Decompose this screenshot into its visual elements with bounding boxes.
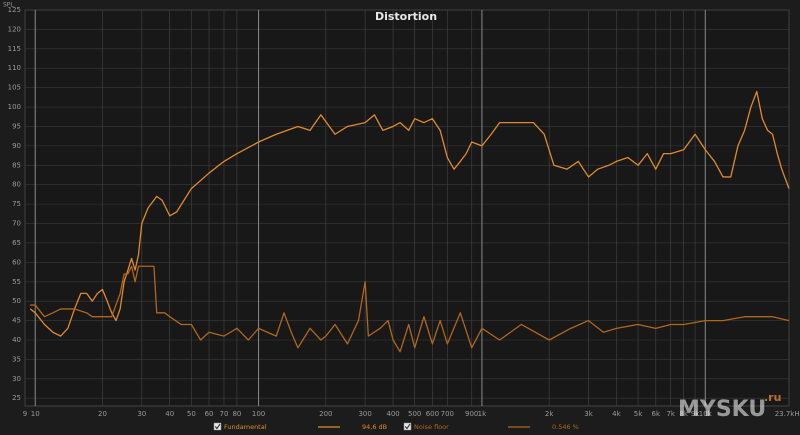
x-tick-label: 1k [478, 410, 487, 418]
y-tick-label: 110 [8, 64, 21, 72]
watermark: MYSKU [678, 397, 766, 422]
y-tick-label: 40 [12, 336, 21, 344]
y-tick-label: 50 [12, 297, 21, 305]
x-tick-label: 7k [666, 410, 675, 418]
x-tick-label: 5k [634, 410, 643, 418]
x-tick-label: 30 [137, 410, 146, 418]
x-tick-label: 900 [465, 410, 478, 418]
y-tick-label: 65 [12, 239, 21, 247]
legend-checkbox[interactable] [403, 422, 412, 431]
legend-check [404, 423, 411, 430]
y-tick-label: 100 [8, 103, 21, 111]
x-tick-label: 23.7kHz [775, 410, 800, 418]
legend-checkbox[interactable] [213, 422, 222, 431]
x-tick-label: 6k [651, 410, 660, 418]
x-tick-label: 600 [426, 410, 439, 418]
y-tick-label: 90 [12, 142, 21, 150]
plot-area [24, 9, 790, 407]
x-tick-label: 9k [691, 410, 700, 418]
x-tick-label: 3k [584, 410, 593, 418]
x-tick-label: 400 [386, 410, 399, 418]
legend-label: Fundamental [224, 423, 267, 431]
x-tick-label: 10k [699, 410, 713, 418]
y-tick-label: 95 [12, 122, 21, 130]
y-tick-label: 105 [8, 84, 21, 92]
y-axis-label: SPL [3, 2, 14, 9]
y-tick-label: 25 [12, 394, 21, 402]
y-tick-label: 70 [12, 220, 21, 228]
x-tick-label: 100 [252, 410, 265, 418]
y-tick-label: 75 [12, 200, 21, 208]
x-tick-label: 2k [545, 410, 554, 418]
legend-label: Noise floor [414, 423, 449, 431]
y-tick-label: 85 [12, 161, 21, 169]
watermark-suffix: .ru [764, 391, 781, 404]
x-tick-label: 40 [165, 410, 174, 418]
x-tick-label: 50 [187, 410, 196, 418]
y-tick-label: 125 [8, 6, 21, 14]
x-tick-label: 8k [679, 410, 688, 418]
marks [29, 90, 790, 353]
x-tick-label: 60 [205, 410, 214, 418]
chart-title: Distortion [375, 10, 437, 23]
x-tick-label: 9 [23, 410, 27, 418]
legend-check [214, 423, 221, 430]
legend-value: 94,6 dB [362, 423, 387, 431]
series-line [30, 265, 790, 353]
x-tick-label: 10 [31, 410, 40, 418]
x-tick-label: 20 [98, 410, 107, 418]
y-tick-label: 120 [8, 25, 21, 33]
x-tick-label: 500 [408, 410, 421, 418]
y-tick-label: 60 [12, 258, 21, 266]
x-tick-label: 70 [220, 410, 229, 418]
y-tick-label: 35 [12, 355, 21, 363]
x-tick-label: 80 [232, 410, 241, 418]
x-tick-label: 4k [612, 410, 621, 418]
x-tick-label: 700 [441, 410, 454, 418]
x-tick-label: 200 [319, 410, 332, 418]
y-tick-label: 115 [8, 45, 21, 53]
y-tick-label: 80 [12, 181, 21, 189]
x-tick-label: 300 [358, 410, 371, 418]
y-tick-label: 55 [12, 278, 21, 286]
legend: Fundamental 94,6 dB Noise floor 0.546 % [213, 422, 579, 431]
legend-value: 0.546 % [552, 423, 579, 431]
y-tick-label: 45 [12, 317, 21, 325]
grid: 25 30 35 40 45 50 55 60 65 70 75 80 85 90 95 100 105 110 1… [8, 6, 800, 418]
series-line [29, 90, 790, 337]
y-tick-label: 30 [12, 375, 21, 383]
